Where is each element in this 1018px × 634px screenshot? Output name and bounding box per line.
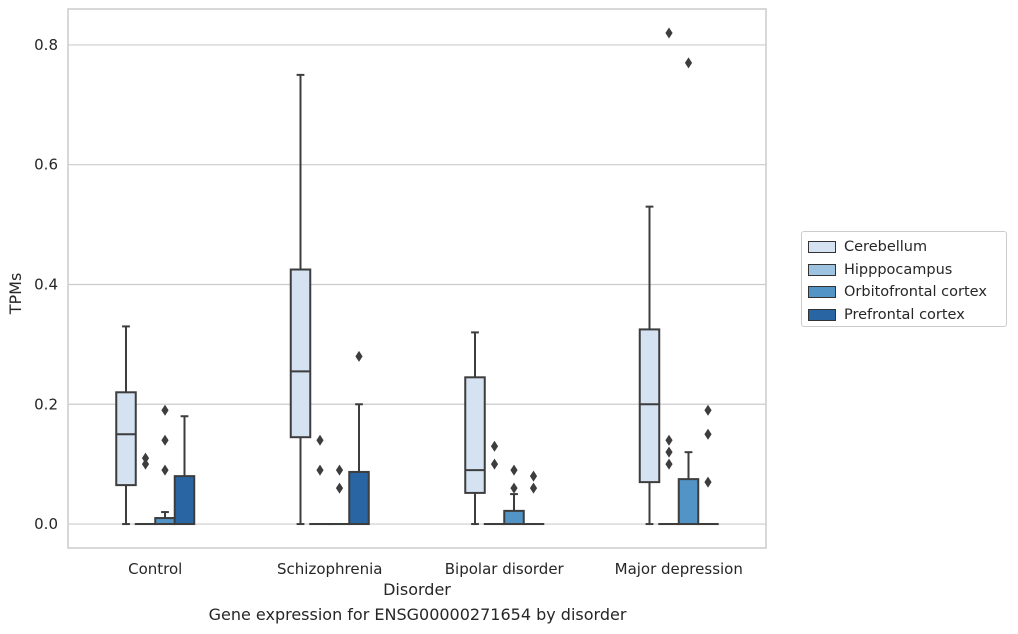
box-orbitofrontal-cortex (677, 57, 700, 526)
outlier-point (316, 464, 324, 476)
legend-item-prefrontal-cortex: Prefrontal cortex (802, 304, 1006, 327)
outlier-point (335, 482, 344, 494)
legend-item-orbitofrontal-cortex: Orbitofrontal cortex (802, 281, 1006, 304)
legend: Cerebellum Hipppocampus Orbitofrontal co… (801, 231, 1007, 327)
box-group-control (115, 325, 196, 526)
box-orbitofrontal-cortex (154, 404, 176, 526)
box-prefrontal-cortex (697, 404, 719, 526)
box-body (464, 376, 486, 494)
box-prefrontal-cortex (173, 415, 196, 526)
box-body (289, 268, 312, 439)
box-cerebellum (115, 325, 137, 526)
outlier-point (335, 464, 344, 476)
outlier-point (161, 434, 169, 446)
box-body (348, 470, 370, 526)
legend-label-orbitofrontal-cortex: Orbitofrontal cortex (844, 284, 987, 301)
x-tick-label: Schizophrenia (277, 560, 382, 578)
outlier-point (490, 458, 499, 470)
box-group-major-depression (638, 27, 719, 526)
box-hipppocampus (658, 27, 680, 526)
y-tick-label: 0.4 (34, 275, 58, 293)
y-tick-label: 0.2 (34, 395, 58, 413)
box-prefrontal-cortex (522, 470, 545, 526)
legend-swatch-orbitofrontal-cortex (808, 286, 836, 299)
legend-label-cerebellum: Cerebellum (844, 239, 928, 256)
box-group-bipolar-disorder (464, 331, 545, 526)
outlier-point (141, 452, 150, 464)
outlier-point (665, 458, 673, 470)
legend-label-prefrontal-cortex: Prefrontal cortex (844, 306, 965, 323)
plot-area-frame (67, 8, 767, 549)
figure-caption: Gene expression for ENSG00000271654 by d… (208, 605, 627, 624)
outlier-point (529, 482, 538, 494)
box-cerebellum (638, 205, 661, 526)
legend-swatch-hippocampus (808, 263, 836, 276)
box-body (638, 328, 661, 484)
y-tick-label: 0.8 (34, 36, 58, 54)
box-groups (115, 27, 719, 526)
outlier-point (141, 458, 150, 470)
legend-item-cerebellum: Cerebellum (802, 236, 1006, 259)
box-prefrontal-cortex (348, 350, 370, 526)
box-hipppocampus (309, 434, 331, 526)
y-tick-label: 0.6 (34, 156, 58, 174)
outlier-point (161, 404, 169, 416)
outlier-point (510, 464, 518, 476)
box-cerebellum (464, 331, 486, 526)
outlier-point (316, 434, 324, 446)
x-tick-labels: Control Schizophrenia Bipolar disorder Majo… (128, 560, 743, 578)
box-body (677, 478, 700, 526)
outlier-point (665, 446, 673, 458)
y-axis-label: TPMs (6, 273, 25, 316)
outlier-point (355, 350, 363, 362)
y-tick-label: 0.0 (34, 515, 58, 533)
box-hipppocampus (483, 440, 506, 526)
legend-swatch-cerebellum (808, 241, 836, 254)
outlier-point (704, 428, 712, 440)
x-axis-label: Disorder (383, 580, 451, 599)
legend-swatch-prefrontal-cortex (808, 308, 836, 321)
box-hipppocampus (134, 452, 157, 526)
box-orbitofrontal-cortex (503, 464, 525, 526)
box-cerebellum (289, 73, 312, 526)
outlier-point (665, 434, 673, 446)
outlier-point (510, 482, 518, 494)
box-group-schizophrenia (289, 73, 370, 526)
outlier-point (704, 476, 712, 488)
outlier-point (529, 470, 538, 482)
outlier-point (161, 464, 169, 476)
box-body (115, 391, 137, 487)
x-tick-label: Control (128, 560, 182, 578)
outlier-point (490, 440, 499, 452)
y-tick-labels: 0.0 0.2 0.4 0.6 0.8 (34, 36, 58, 533)
outlier-point (665, 27, 673, 39)
x-tick-label: Bipolar disorder (445, 560, 565, 578)
outlier-point (704, 404, 712, 416)
outlier-point (684, 57, 693, 69)
box-body (503, 509, 525, 526)
legend-label-hippocampus: Hipppocampus (844, 261, 953, 278)
box-body (173, 475, 196, 526)
box-orbitofrontal-cortex (328, 464, 351, 526)
x-tick-label: Major depression (615, 560, 743, 578)
legend-item-hippocampus: Hipppocampus (802, 259, 1006, 282)
grid-lines (68, 44, 766, 525)
